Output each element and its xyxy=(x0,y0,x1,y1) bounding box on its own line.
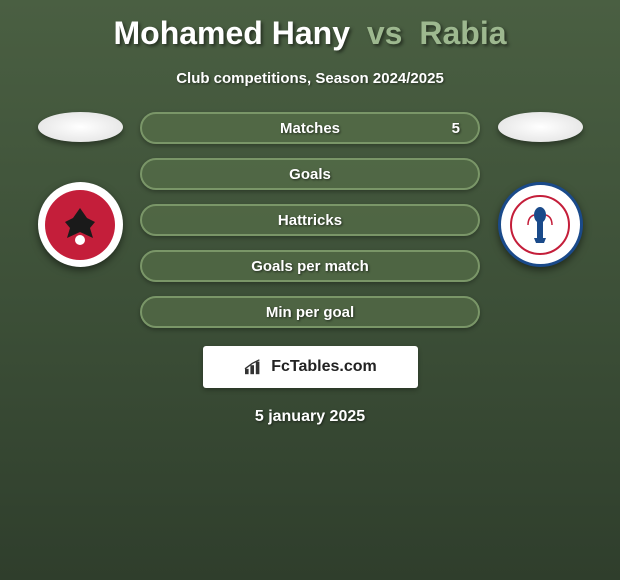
stat-label: Min per goal xyxy=(266,304,354,321)
smouha-torch-icon xyxy=(520,205,560,245)
watermark-badge: FcTables.com xyxy=(203,346,418,388)
content-row: Matches 5 Goals Hattricks Goals per matc… xyxy=(0,112,620,328)
club-badge-left xyxy=(38,182,123,267)
stat-row-matches: Matches 5 xyxy=(140,112,480,144)
stat-row-hattricks: Hattricks xyxy=(140,204,480,236)
club-badge-left-inner xyxy=(45,190,115,260)
stat-label: Matches xyxy=(280,120,340,137)
vs-separator: vs xyxy=(367,15,403,51)
stat-row-goals-per-match: Goals per match xyxy=(140,250,480,282)
player1-name: Mohamed Hany xyxy=(114,15,350,51)
right-player-column xyxy=(480,112,600,267)
stat-value: 5 xyxy=(452,120,460,137)
left-player-column xyxy=(20,112,140,267)
stat-label: Hattricks xyxy=(278,212,342,229)
player2-name: Rabia xyxy=(419,15,506,51)
chart-icon xyxy=(243,358,265,376)
page-title: Mohamed Hany vs Rabia xyxy=(114,15,507,52)
comparison-card: Mohamed Hany vs Rabia Club competitions,… xyxy=(0,0,620,436)
date-text: 5 january 2025 xyxy=(255,408,365,426)
watermark-text: FcTables.com xyxy=(271,358,377,376)
player1-silhouette xyxy=(38,112,123,142)
al-ahly-eagle-icon xyxy=(55,200,105,250)
stat-label: Goals xyxy=(289,166,331,183)
stat-label: Goals per match xyxy=(251,258,369,275)
stat-row-min-per-goal: Min per goal xyxy=(140,296,480,328)
stats-column: Matches 5 Goals Hattricks Goals per matc… xyxy=(140,112,480,328)
stat-row-goals: Goals xyxy=(140,158,480,190)
club-badge-right-inner xyxy=(510,195,570,255)
player2-silhouette xyxy=(498,112,583,142)
club-badge-right xyxy=(498,182,583,267)
subtitle: Club competitions, Season 2024/2025 xyxy=(176,70,444,87)
